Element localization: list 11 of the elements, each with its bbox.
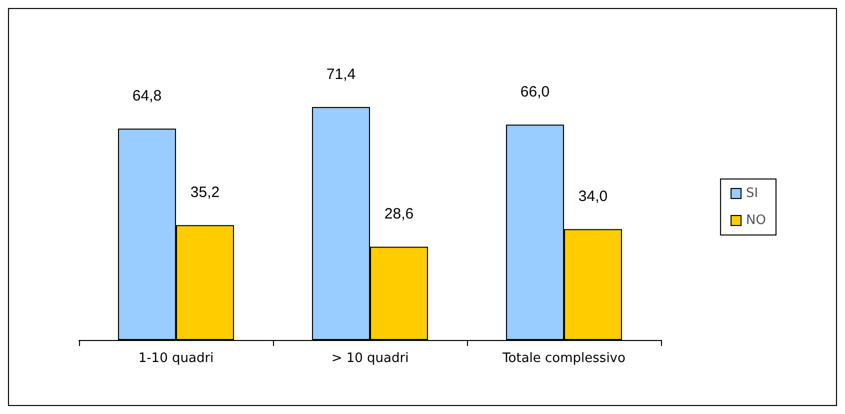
data-label: 34,0 [578, 188, 608, 206]
legend-label: SI [746, 186, 758, 201]
data-label: 35,2 [190, 184, 220, 202]
x-tick-label: 1-10 quadri [138, 351, 214, 366]
data-label: 28,6 [384, 206, 414, 223]
data-label: 64,8 [132, 88, 162, 105]
data-label: 66,0 [520, 84, 550, 101]
legend-label: NO [746, 213, 766, 228]
data-label: 71,4 [326, 66, 356, 84]
x-tick-label: Totale complessivo [502, 351, 626, 366]
x-tick-label: > 10 quadri [331, 351, 409, 366]
